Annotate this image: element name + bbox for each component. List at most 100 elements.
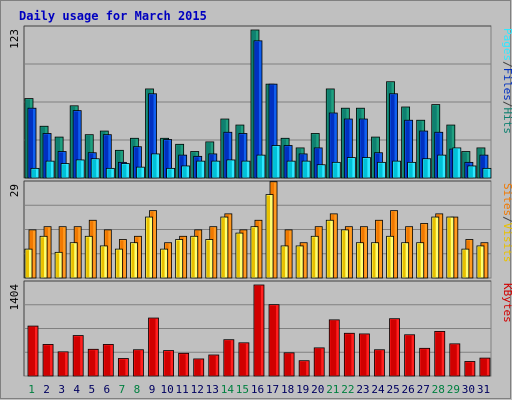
- day-tick-label: 4: [73, 383, 80, 396]
- pages-bar-shade: [393, 162, 398, 177]
- sites-bar-shade: [327, 221, 331, 277]
- legend-part: Files: [501, 68, 512, 101]
- pages-bar-shade: [453, 148, 458, 177]
- day-tick-label: 8: [134, 383, 141, 396]
- kbytes-bar-shade: [285, 353, 292, 375]
- sites-bar-shade: [282, 246, 286, 277]
- pages-bar-shade: [212, 162, 217, 177]
- pages-bar-shade: [408, 163, 413, 177]
- pages-bar-shade: [438, 156, 443, 177]
- kbytes-bar-shade: [164, 351, 171, 375]
- sites-bar-shade: [131, 243, 135, 277]
- kbytes-bar-shade: [465, 362, 472, 375]
- files-bar-shade: [134, 147, 139, 177]
- sites-bar-shade: [71, 243, 75, 277]
- day-tick-label: 13: [206, 383, 219, 396]
- files-bar-shade: [164, 140, 169, 177]
- kbytes-bar-shade: [179, 354, 186, 375]
- files-bar-shade: [345, 120, 350, 177]
- day-tick-label: 22: [341, 383, 354, 396]
- legend-part: /: [501, 216, 512, 223]
- kbytes-bar-shade: [149, 319, 156, 375]
- pages-bar-shade: [363, 158, 368, 177]
- kbytes-bar-shade: [104, 345, 111, 375]
- day-tick-label: 30: [462, 383, 475, 396]
- legend-part: KBytes: [501, 283, 512, 323]
- files-bar-shade: [315, 148, 320, 177]
- pages-bar-shade: [468, 166, 473, 177]
- pages-bar-shade: [32, 169, 36, 177]
- day-tick-label: 3: [58, 383, 65, 396]
- files-bar-shade: [104, 135, 109, 177]
- kbytes-bar-shade: [405, 335, 412, 375]
- kbytes-panel: 1404 KBytes: [8, 280, 512, 377]
- day-tick-label: 29: [447, 383, 460, 396]
- legend-part: /: [501, 101, 512, 108]
- kbytes-bar-shade: [59, 352, 66, 375]
- day-tick-label: 25: [386, 383, 399, 396]
- pages-bar-shade: [227, 160, 232, 177]
- sites-bar-shade: [417, 243, 421, 277]
- day-tick-label: 15: [236, 383, 249, 396]
- kbytes-bar-shade: [89, 350, 96, 375]
- day-tick-label: 11: [176, 383, 189, 396]
- kbytes-bar-shade: [420, 349, 427, 375]
- sites-bar-shade: [191, 237, 195, 277]
- sites-bar-shade: [297, 246, 301, 277]
- day-tick-label: 14: [221, 383, 235, 396]
- pages-bar-shade: [167, 169, 172, 177]
- chart-title: Daily usage for March 2015: [19, 9, 207, 23]
- kbytes-bar-shade: [330, 320, 337, 375]
- kbytes-bar-shade: [239, 343, 246, 375]
- sites-bar-shade: [462, 250, 466, 277]
- files-bar-shade: [254, 41, 259, 177]
- y-max-label: 29: [8, 184, 21, 197]
- pages-bar-shade: [273, 146, 278, 177]
- pages-bar-shade: [303, 162, 308, 177]
- sites-bar-shade: [372, 243, 376, 277]
- kbytes-bar-shade: [345, 334, 352, 375]
- pages-bar-shade: [333, 163, 338, 177]
- kbytes-bar-shade: [375, 350, 382, 375]
- sites-bar-shade: [267, 195, 271, 277]
- sites-bar-shade: [56, 253, 60, 277]
- legend-part: Hits: [501, 108, 512, 135]
- pages-bar-shade: [483, 169, 488, 177]
- kbytes-bar-shade: [435, 332, 442, 375]
- kbytes-bar-shade: [315, 348, 322, 375]
- sites-bar-shade: [251, 227, 255, 277]
- kbytes-bar-shade: [29, 327, 35, 375]
- sites-bar-shade: [221, 218, 225, 277]
- sites-bar-shade: [86, 237, 90, 277]
- files-bar-shade: [360, 120, 365, 177]
- day-tick-label: 12: [191, 383, 204, 396]
- sites-bar-shade: [432, 218, 436, 277]
- day-tick-label: 9: [149, 383, 156, 396]
- day-tick-label: 2: [43, 383, 50, 396]
- y-max-label: 123: [8, 29, 21, 49]
- sites-bar-shade: [402, 243, 406, 277]
- day-tick-label: 18: [281, 383, 294, 396]
- sites-bar-shade: [41, 237, 45, 277]
- files-bar-shade: [44, 134, 49, 177]
- pages-bar-shade: [378, 163, 383, 177]
- y-max-label: 1404: [8, 284, 21, 311]
- day-tick-label: 17: [266, 383, 279, 396]
- kbytes-bar-shade: [300, 361, 307, 375]
- day-axis: 1 2 3 4 5 6 7 8 9 10 11 12 13 14 15 16 17 18 19 20 21 22 23 24 2…: [28, 383, 490, 396]
- pages-bar-shade: [257, 156, 262, 177]
- legend-part: /: [501, 61, 512, 68]
- sites-bar-shade: [26, 250, 29, 277]
- sites-bar-shade: [101, 246, 105, 277]
- files-bar-shade: [330, 114, 335, 177]
- files-bar-shade: [29, 109, 33, 177]
- legend-label: Sites/Visits: [501, 183, 512, 263]
- pages-bar-shade: [288, 162, 293, 177]
- legend-part: Pages: [501, 28, 512, 61]
- sites-bar-shade: [387, 237, 391, 277]
- legend-part: Visits: [501, 223, 512, 263]
- files-bar-shade: [420, 132, 425, 177]
